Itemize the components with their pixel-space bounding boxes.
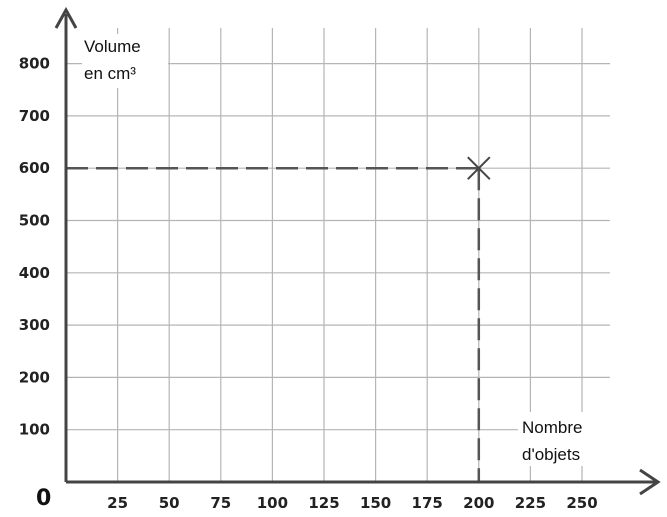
guide-lines [66,166,481,482]
y-tick-label-400: 400 [19,264,50,282]
data-point-0 [467,156,491,180]
x-tick-label-25: 25 [107,494,128,512]
ylabel-line2: en cm³ [84,64,136,83]
xlabel-line2: d'objets [522,445,580,464]
y-tick-labels: 100 200 300 400 500 600 700 800 [19,55,50,439]
ylabel-background [82,34,168,88]
y-axis-arrow [54,6,78,29]
xlabel-line1: Nombre [522,418,582,437]
y-tick-label-700: 700 [19,107,50,125]
x-tick-label-175: 175 [412,494,443,512]
x-tick-label-100: 100 [257,494,288,512]
x-tick-label-125: 125 [308,494,339,512]
y-tick-label-600: 600 [19,159,50,177]
x-axis-arrow [639,468,661,496]
y-tick-label-200: 200 [19,368,50,386]
x-tick-label-75: 75 [210,494,231,512]
x-tick-label-225: 225 [515,494,546,512]
y-tick-label-300: 300 [19,316,50,334]
x-tick-label-50: 50 [159,494,180,512]
data-points [467,156,491,180]
x-tick-label-250: 250 [566,494,597,512]
grid [66,28,610,482]
data-point-stroke-b-0 [467,156,491,180]
axes [54,6,661,496]
x-tick-label-150: 150 [360,494,391,512]
x-tick-label-200: 200 [463,494,494,512]
y-tick-label-500: 500 [19,212,50,230]
xlabel-background [518,412,610,466]
ylabel-line1: Volume [84,37,141,56]
y-tick-label-100: 100 [19,421,50,439]
origin-label: 0 [36,486,51,511]
x-tick-labels: 25 50 75 100 125 150 175 200 225 250 [107,494,597,512]
axis-labels: Volume en cm³ Nombre d'objets 0 [36,34,610,511]
y-tick-label-800: 800 [19,55,50,73]
